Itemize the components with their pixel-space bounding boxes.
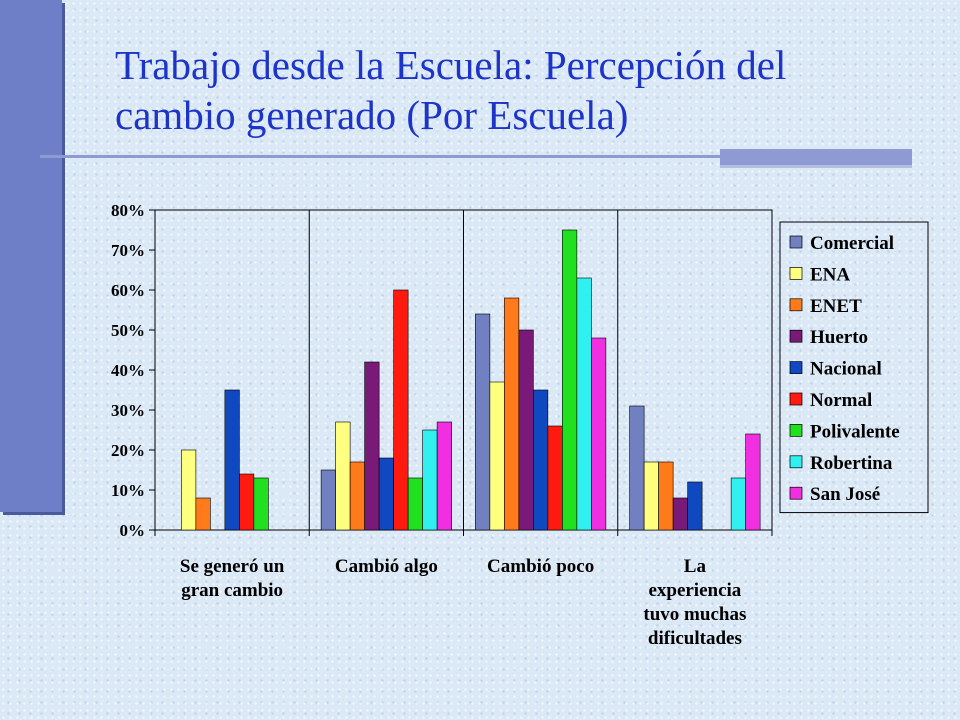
bar-polivalente-2 [407, 477, 423, 531]
x-category-label: experiencia [648, 580, 741, 601]
bar-san-jos--3 [591, 337, 607, 531]
legend-label: Nacional [810, 359, 882, 380]
bar-huerto-2 [364, 361, 380, 531]
bar-huerto-4 [672, 497, 688, 531]
bar-robertina-4 [730, 477, 746, 531]
legend-swatch [789, 361, 803, 374]
legend-label: ENA [810, 264, 850, 285]
x-category-label: gran cambio [181, 580, 283, 601]
y-tick-label: 80% [111, 201, 145, 220]
bar-ena-1 [181, 449, 197, 531]
title-accent-bar [720, 149, 912, 165]
bar-ena-2 [335, 421, 351, 531]
legend-swatch [789, 455, 803, 469]
legend-swatch [789, 424, 803, 437]
title-underline [40, 155, 720, 158]
x-category-label: Cambió poco [487, 556, 594, 577]
y-tick-label: 70% [111, 241, 145, 260]
x-category-label: dificultades [648, 628, 742, 649]
bar-enet-1 [195, 497, 211, 531]
bar-nacional-4 [687, 481, 703, 531]
bar-enet-2 [349, 461, 365, 531]
bar-nacional-3 [533, 389, 549, 531]
legend-label: Polivalente [810, 421, 900, 442]
bar-nacional-2 [378, 457, 394, 531]
y-tick-label: 10% [111, 481, 145, 500]
bar-normal-3 [547, 425, 563, 531]
legend-swatch [789, 329, 803, 343]
legend-label: ENET [810, 296, 862, 317]
bar-comercial-3 [475, 313, 491, 531]
y-tick-label: 0% [120, 521, 146, 540]
bar-san-jos--2 [436, 421, 452, 531]
x-category-label: tuvo muchas [643, 604, 746, 625]
bar-enet-3 [504, 297, 520, 531]
y-tick-label: 60% [111, 281, 145, 300]
legend-label: Comercial [810, 233, 894, 254]
legend-swatch [789, 235, 803, 249]
left-decorative-bar [0, 0, 62, 512]
legend-label: Robertina [810, 453, 893, 474]
legend-label: Huerto [810, 327, 868, 348]
x-category-label: Cambió algo [335, 556, 438, 577]
slide-title: Trabajo desde la Escuela: Percepción del… [115, 40, 915, 140]
slide-title-line-2: cambio generado (Por Escuela) [115, 92, 629, 138]
bar-enet-4 [658, 461, 674, 531]
bar-polivalente-1 [253, 477, 269, 531]
bar-huerto-3 [518, 329, 534, 531]
bar-polivalente-3 [562, 229, 578, 531]
x-category-label: La [684, 556, 707, 577]
legend-swatch [789, 267, 803, 280]
slide-title-line-1: Trabajo desde la Escuela: Percepción del [115, 42, 787, 88]
bar-robertina-2 [422, 429, 438, 531]
bar-ena-4 [643, 461, 659, 531]
legend-box [779, 221, 929, 514]
bar-nacional-1 [224, 389, 240, 531]
x-category-label: Se generó un [180, 556, 285, 577]
bar-comercial-4 [629, 405, 645, 531]
y-tick-label: 30% [111, 401, 145, 420]
legend-swatch [789, 298, 803, 312]
bar-comercial-2 [320, 469, 336, 531]
bar-san-jos--4 [745, 433, 761, 531]
legend-label: Normal [810, 390, 872, 411]
bar-normal-2 [393, 289, 409, 531]
legend-swatch [789, 486, 803, 500]
y-tick-label: 20% [111, 441, 145, 460]
y-tick-label: 40% [111, 361, 145, 380]
bar-normal-1 [239, 473, 255, 531]
legend-label: San José [810, 484, 880, 505]
bar-ena-3 [489, 381, 505, 531]
bar-robertina-3 [576, 277, 592, 531]
y-tick-label: 50% [111, 321, 145, 340]
legend-swatch [789, 392, 803, 406]
